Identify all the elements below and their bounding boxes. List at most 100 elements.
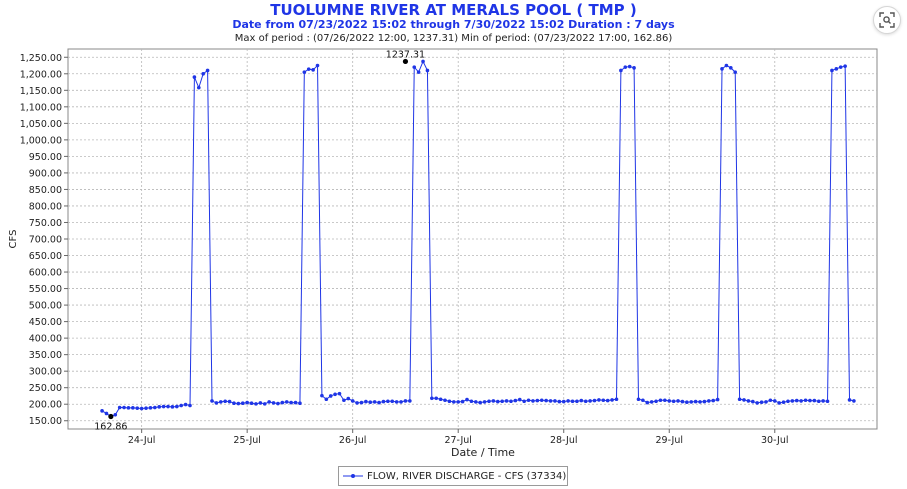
data-point [632, 66, 636, 70]
legend-label: FLOW, RIVER DISCHARGE - CFS (37334) [367, 470, 567, 482]
data-point [755, 401, 759, 405]
data-point [689, 400, 694, 404]
data-point [306, 67, 311, 71]
data-point [750, 399, 755, 404]
chart-title: TUOLUMNE RIVER AT MERALS POOL ( TMP ) [270, 1, 637, 19]
data-point [447, 399, 452, 404]
data-point [284, 400, 289, 404]
data-point [623, 65, 628, 69]
data-point [469, 399, 474, 404]
y-tick-label: 450.00 [29, 317, 62, 328]
data-point [161, 404, 166, 409]
series-line [101, 60, 855, 418]
data-point [399, 400, 403, 404]
data-point [610, 398, 614, 402]
data-point [746, 399, 751, 403]
data-point [641, 398, 645, 403]
y-tick-label: 500.00 [29, 301, 62, 312]
data-point [790, 399, 795, 403]
y-tick-label: 150.00 [29, 416, 62, 427]
data-point [619, 68, 623, 73]
data-point [579, 398, 584, 403]
data-point [504, 399, 509, 403]
data-point [364, 399, 368, 404]
data-point [214, 401, 219, 405]
data-point [465, 397, 469, 402]
data-point [122, 405, 126, 410]
data-point [346, 396, 351, 401]
data-point [852, 399, 856, 403]
data-point [522, 399, 526, 404]
data-point [267, 400, 271, 404]
data-point [100, 409, 104, 413]
data-point [210, 399, 214, 403]
data-point [495, 399, 500, 404]
data-point [249, 401, 254, 406]
annotation-group: 162.86 1237.31 [94, 49, 425, 432]
annotation-marker [108, 413, 114, 420]
data-point [223, 399, 227, 404]
legend-swatch [343, 474, 363, 478]
data-point [794, 398, 799, 403]
data-point [179, 403, 184, 408]
annotation-label: 1237.31 [386, 49, 425, 60]
data-point [645, 400, 650, 405]
data-point [830, 68, 834, 73]
data-point [262, 402, 267, 406]
data-point [139, 406, 144, 411]
data-point [412, 65, 417, 69]
y-tick-label: 300.00 [29, 367, 62, 378]
y-tick-label: 1,050.00 [20, 119, 62, 130]
data-point [113, 412, 118, 417]
data-point [192, 75, 197, 79]
data-point [482, 400, 487, 404]
data-point [236, 401, 241, 406]
data-point [197, 85, 201, 90]
data-point [491, 399, 496, 403]
data-point [539, 398, 544, 403]
data-point [430, 396, 434, 401]
data-point [289, 400, 293, 405]
lens-search-icon [879, 12, 895, 28]
data-point [390, 399, 395, 404]
data-point [513, 398, 518, 403]
x-tick-label: 24-Jul [128, 435, 156, 446]
data-point [328, 394, 333, 398]
data-point [302, 70, 307, 74]
data-point [517, 397, 522, 402]
data-point [166, 404, 170, 409]
data-point [434, 396, 439, 401]
y-tick-label: 1,000.00 [20, 135, 62, 146]
chart-subtitle: Date from 07/23/2022 15:02 through 7/30/… [232, 18, 675, 31]
data-point [473, 400, 478, 404]
y-tick-label: 1,250.00 [20, 53, 62, 64]
lens-search-button[interactable] [873, 6, 901, 34]
y-tick-label: 550.00 [29, 284, 62, 295]
data-point [170, 405, 175, 409]
x-tick-label: 29-Jul [655, 435, 683, 446]
data-point [126, 406, 131, 410]
data-point [205, 68, 210, 73]
data-point [293, 400, 298, 405]
data-point [720, 67, 724, 71]
data-point [676, 399, 680, 403]
data-point [729, 66, 733, 70]
series-group [100, 59, 856, 419]
data-point [570, 399, 575, 404]
data-point [685, 400, 689, 405]
y-tick-label: 350.00 [29, 350, 62, 361]
data-point [654, 399, 658, 404]
x-tick-label: 26-Jul [339, 435, 367, 446]
data-point [377, 400, 381, 405]
data-point [144, 406, 148, 410]
data-point [636, 397, 641, 402]
data-point [342, 398, 346, 403]
data-point [254, 402, 258, 406]
data-point [768, 398, 773, 403]
data-point [733, 70, 738, 74]
data-point [803, 398, 808, 403]
data-point [350, 399, 355, 403]
data-point [201, 71, 205, 76]
data-point [601, 398, 606, 403]
